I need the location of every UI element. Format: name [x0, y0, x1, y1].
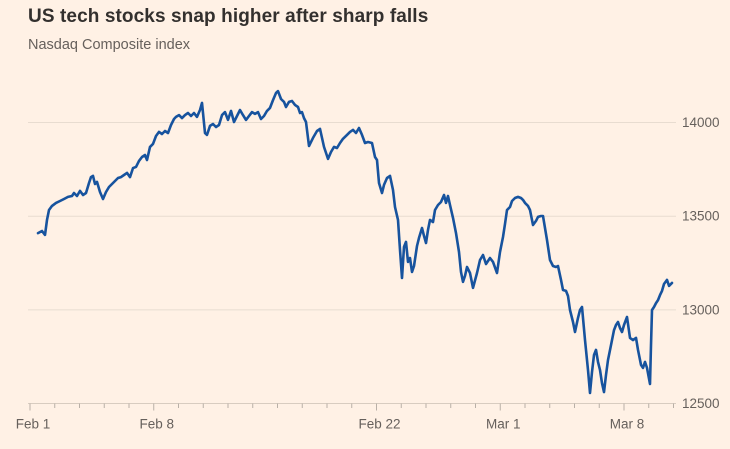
y-axis-label: 14000: [682, 115, 720, 130]
chart-title: US tech stocks snap higher after sharp f…: [28, 6, 429, 27]
y-axis-label: 13000: [682, 302, 720, 317]
x-axis-label: Feb 22: [358, 417, 400, 432]
x-axis-label: Mar 8: [610, 417, 645, 432]
x-axis-label: Feb 1: [16, 417, 51, 432]
x-axis-label: Feb 8: [139, 417, 174, 432]
x-axis-label: Mar 1: [486, 417, 521, 432]
y-axis-label: 13500: [682, 209, 720, 224]
y-axis-label: 12500: [682, 396, 720, 411]
nasdaq-index-line: [36, 89, 674, 395]
chart-subtitle: Nasdaq Composite index: [28, 37, 191, 53]
